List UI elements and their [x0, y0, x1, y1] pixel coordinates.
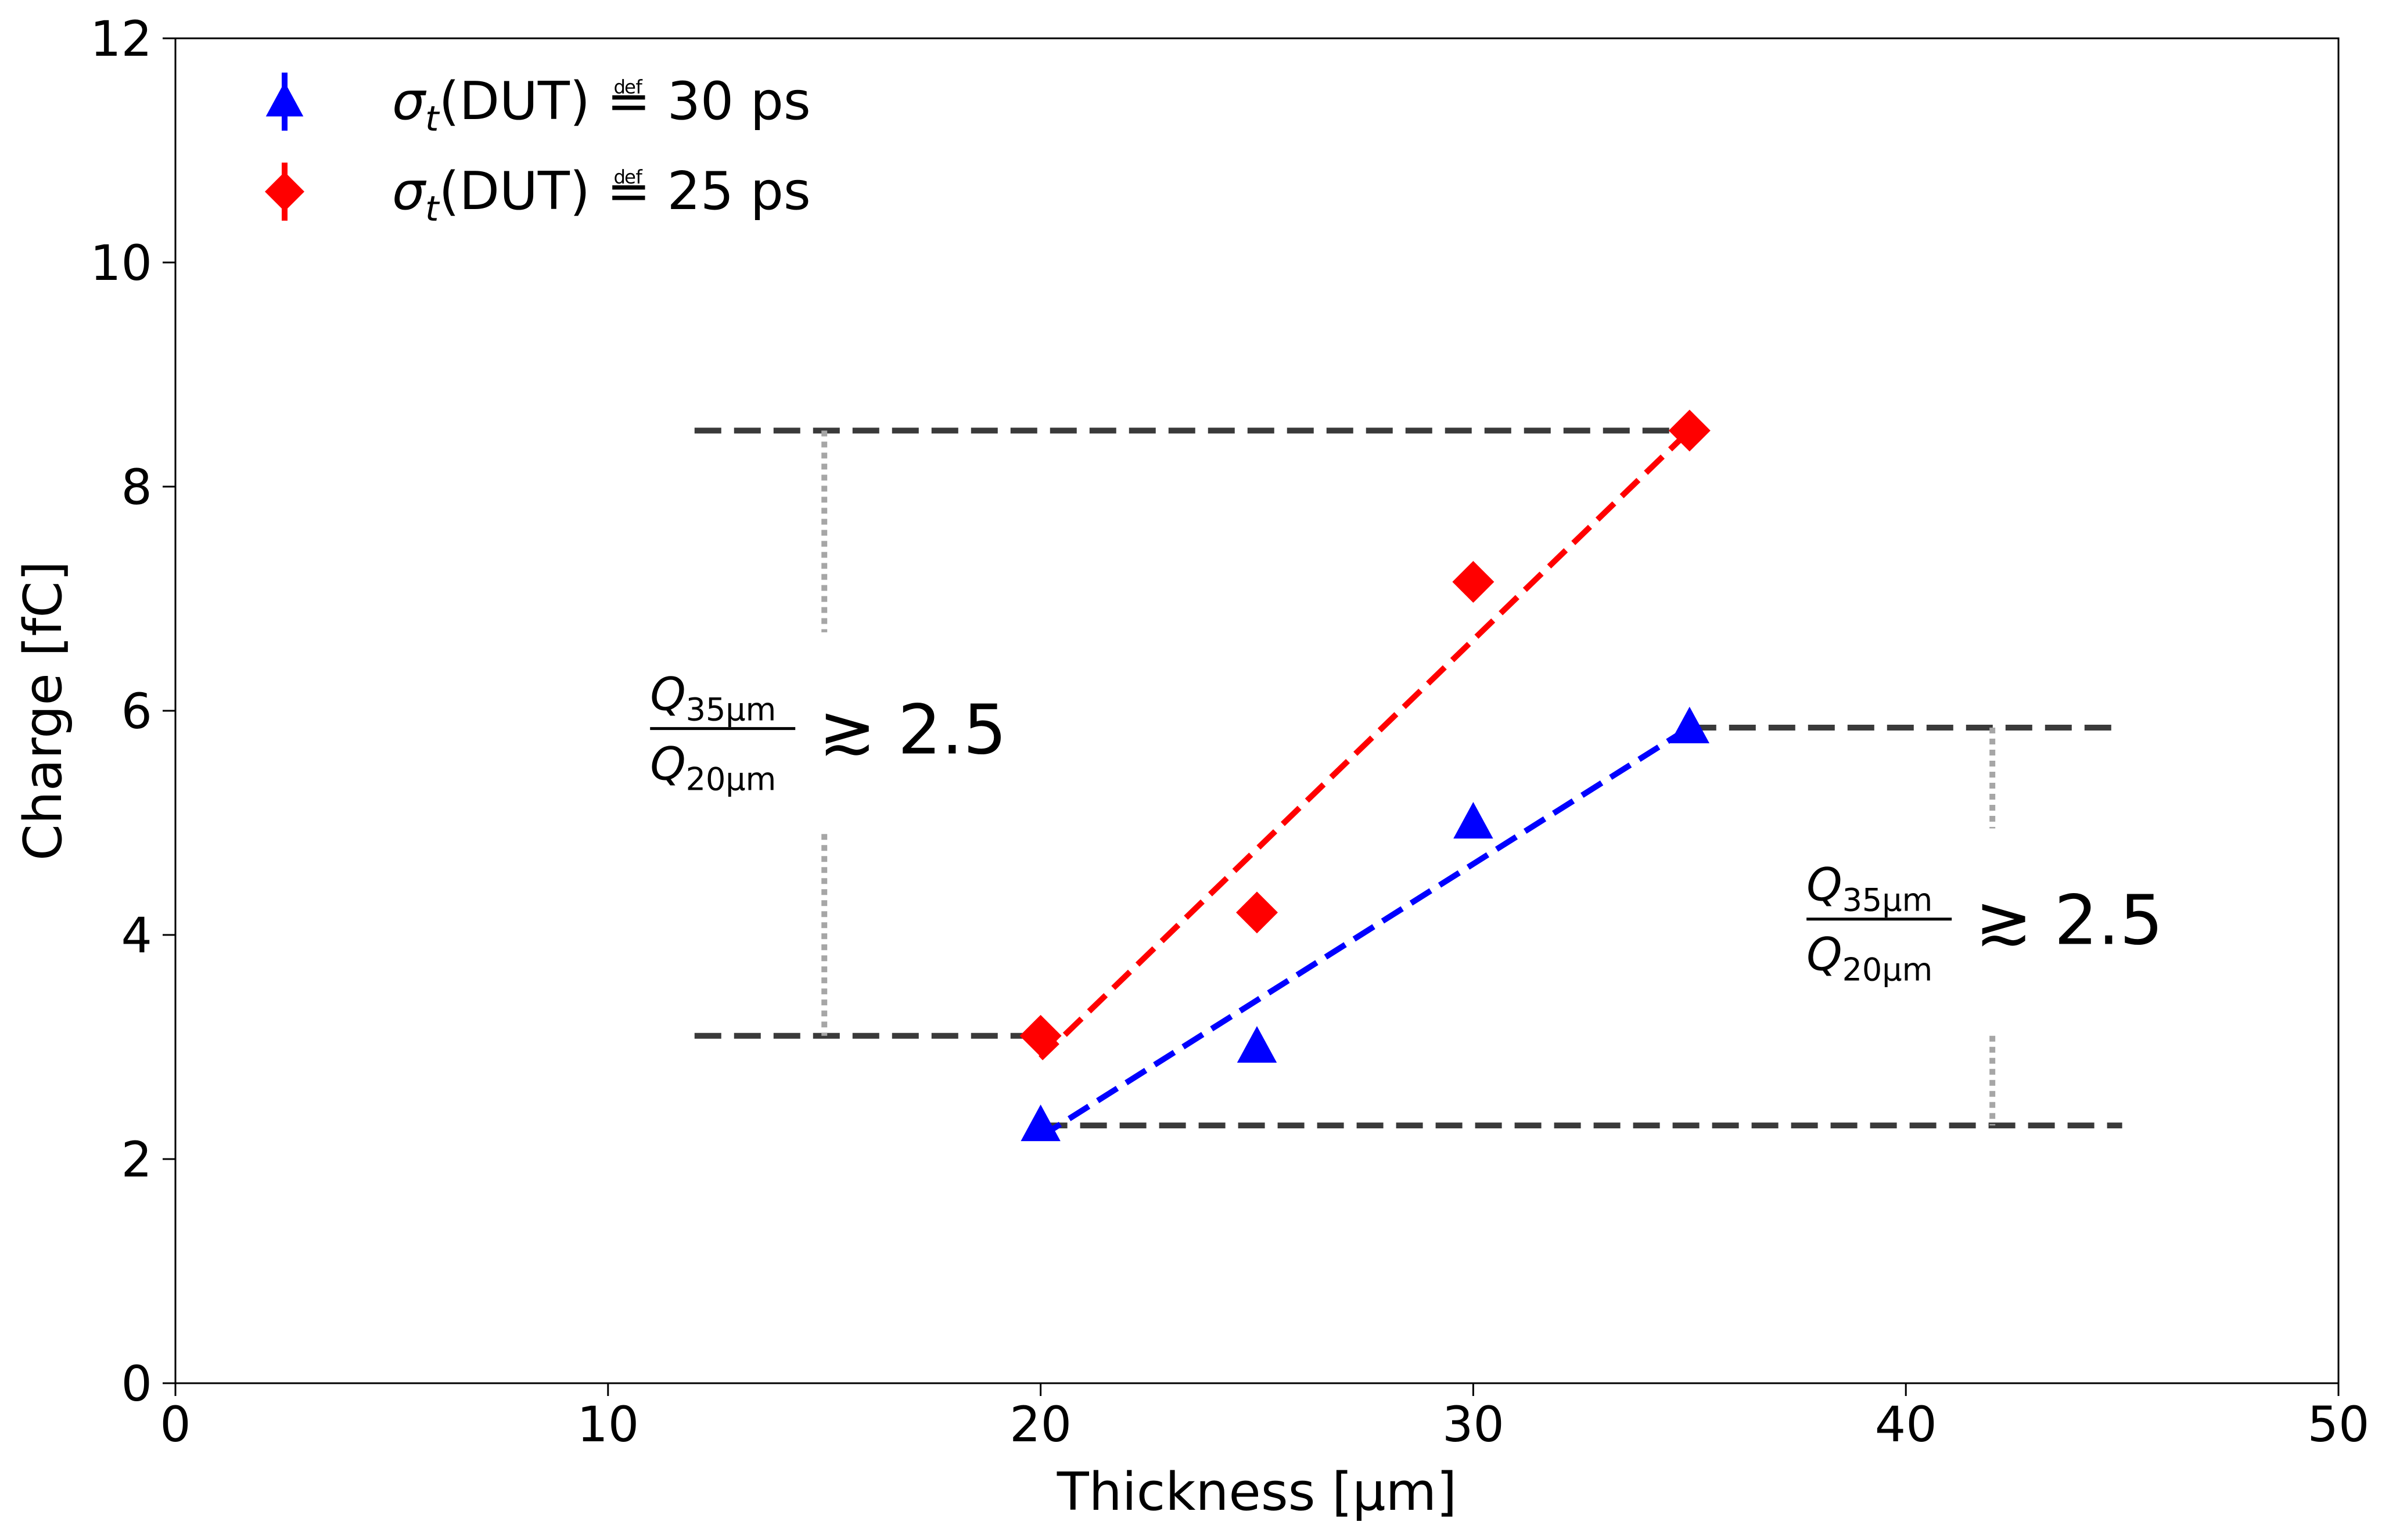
reference-lines: [694, 427, 2122, 1129]
data-point-triangle: [1453, 802, 1493, 839]
y-tick-label: 2: [121, 1131, 152, 1188]
ratio-numerator: Q35μm: [1806, 859, 1932, 919]
data-point-diamond: [1019, 1014, 1062, 1057]
y-tick-label: 6: [121, 683, 152, 740]
legend-label: σt(DUT) ≝ 30 ps: [392, 71, 811, 139]
y-tick-label: 4: [121, 907, 152, 964]
fit-line: [1039, 725, 1691, 1139]
ratio-annotation-right: Q35μm Q20μm ≳ 2.5: [1806, 859, 2163, 988]
plot-frame: [174, 37, 2340, 1384]
ratio-denominator: Q20μm: [1806, 929, 1932, 988]
x-tick-label: 30: [1442, 1396, 1504, 1453]
ratio-denominator: Q20μm: [650, 739, 776, 798]
data-point-diamond: [1668, 409, 1711, 452]
fit-line: [1039, 428, 1692, 1060]
x-tick-label: 40: [1875, 1396, 1937, 1453]
legend-entry-red: σt(DUT) ≝ 25 ps: [265, 161, 811, 229]
legend-diamond: [265, 172, 304, 211]
data-point-diamond: [1452, 561, 1495, 603]
legend-triangle: [265, 82, 304, 117]
legend-entry-blue: σt(DUT) ≝ 30 ps: [265, 71, 811, 139]
y-tick-label: 12: [90, 10, 152, 67]
y-tick-label: 8: [121, 459, 152, 516]
y-tick-label: 0: [121, 1355, 152, 1412]
fit-lines: [1039, 428, 1692, 1139]
x-tick-label: 10: [577, 1396, 639, 1453]
data-point-triangle: [1669, 706, 1709, 743]
data-markers: [1019, 409, 1711, 1142]
data-point-diamond: [1236, 891, 1278, 934]
legend: σt(DUT) ≝ 30 ps σt(DUT) ≝ 25 ps: [265, 71, 811, 229]
ratio-annotation-left: Q35μm Q20μm ≳ 2.5: [650, 669, 1007, 798]
legend-label: σt(DUT) ≝ 25 ps: [392, 161, 811, 229]
ratio-relation: ≳ 2.5: [818, 690, 1007, 770]
x-tick-label: 50: [2308, 1396, 2370, 1453]
y-tick-label: 10: [90, 235, 152, 292]
axis-ticks: 0 10 20 30 40 50 0 2 4 6 8 10 12: [90, 10, 2369, 1453]
data-point-triangle: [1021, 1104, 1061, 1142]
y-axis-title: Charge [fC]: [13, 561, 74, 861]
data-point-triangle: [1237, 1026, 1277, 1063]
triangle-marker-icon: [265, 73, 304, 131]
x-tick-label: 20: [1010, 1396, 1072, 1453]
x-axis-title: Thickness [µm]: [1057, 1462, 1457, 1523]
ratio-numerator: Q35μm: [650, 669, 776, 728]
x-tick-label: 0: [160, 1396, 191, 1453]
ratio-relation: ≳ 2.5: [1975, 880, 2163, 960]
diamond-marker-icon: [265, 163, 304, 221]
